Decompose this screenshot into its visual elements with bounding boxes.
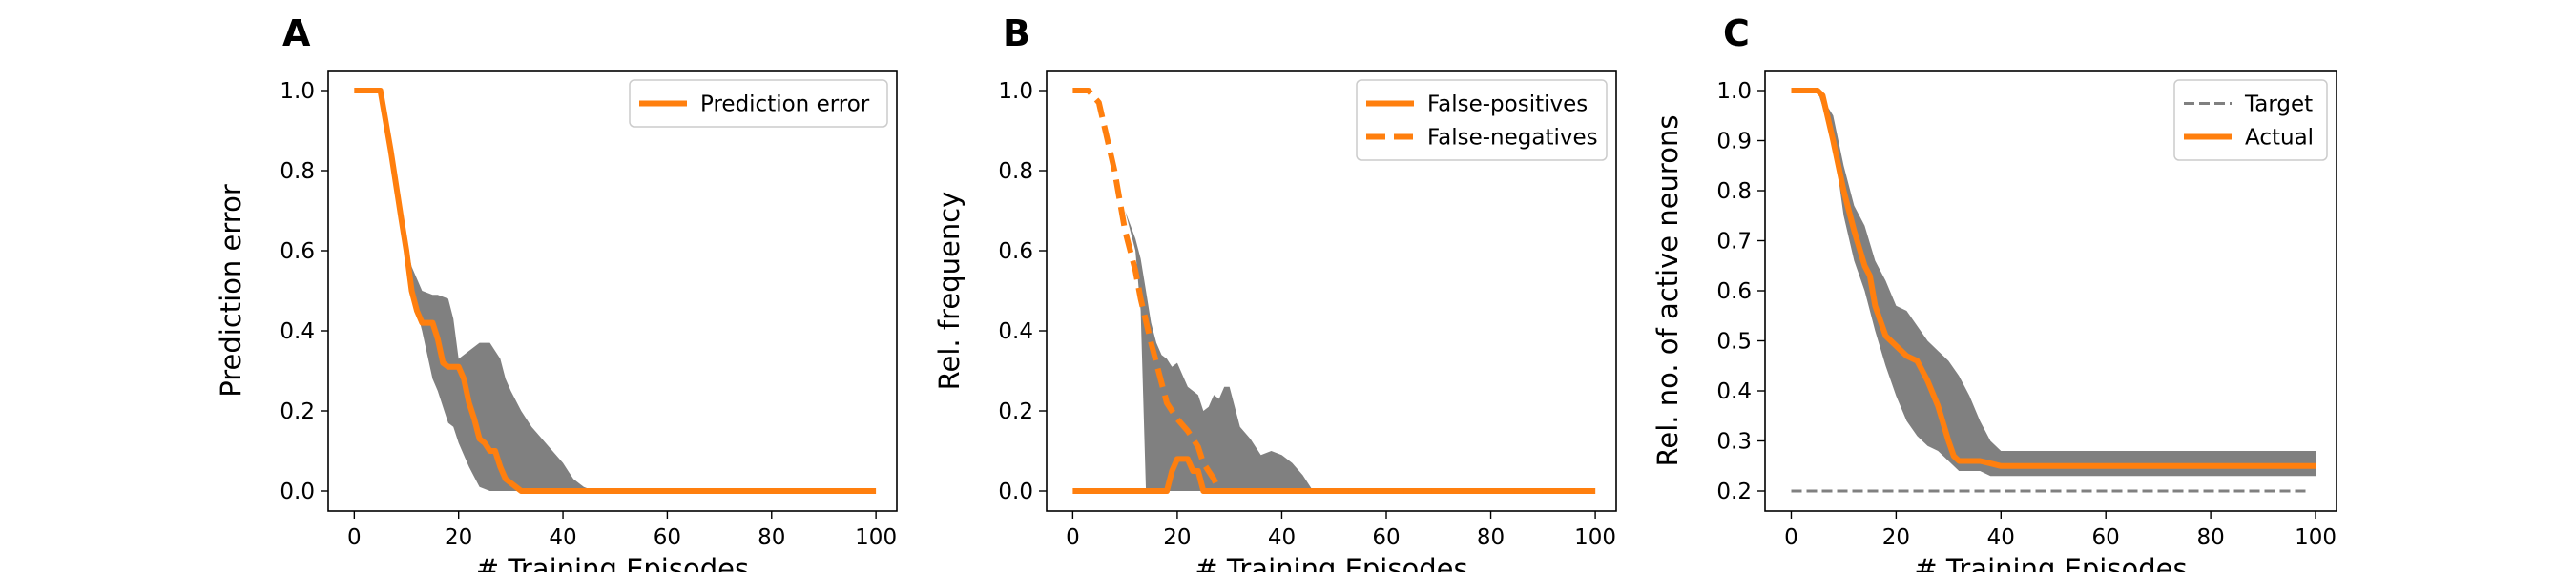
y-axis-label: Rel. frequency bbox=[933, 192, 966, 391]
y-tick-label: 0.4 bbox=[280, 319, 315, 344]
y-tick-label: 0.6 bbox=[280, 239, 315, 264]
legend: False-positives False-negatives bbox=[1356, 79, 1608, 161]
y-tick-label: 0.6 bbox=[1716, 279, 1752, 304]
x-tick-label: 20 bbox=[1163, 525, 1191, 550]
y-tick-label: 0.0 bbox=[998, 480, 1033, 504]
x-tick-label: 20 bbox=[1882, 525, 1910, 550]
legend-label: False-negatives bbox=[1427, 126, 1598, 151]
x-axis-label: # Training Episodes bbox=[1195, 553, 1467, 572]
y-tick-label: 0.2 bbox=[998, 399, 1033, 424]
series-line-prediction-error bbox=[354, 88, 877, 494]
y-tick-label: 1.0 bbox=[280, 79, 315, 104]
series-line-actual bbox=[1791, 88, 2316, 469]
y-tick-label: 0.3 bbox=[1716, 430, 1752, 455]
y-tick-label: 0.7 bbox=[1716, 230, 1752, 255]
plot-area bbox=[1072, 88, 1596, 494]
y-tick-label: 0.4 bbox=[1716, 379, 1752, 404]
y-tick-label: 1.0 bbox=[1716, 79, 1752, 104]
x-tick-label: 100 bbox=[855, 525, 897, 550]
x-tick-label: 60 bbox=[654, 525, 681, 550]
x-tick-label: 80 bbox=[2196, 525, 2224, 550]
series-line-false-negatives bbox=[1072, 88, 1596, 494]
variability-band bbox=[1791, 91, 2316, 477]
series-line-false-positives bbox=[1072, 456, 1596, 494]
x-tick-label: 0 bbox=[1784, 525, 1798, 550]
y-tick-label: 0.8 bbox=[1716, 179, 1752, 204]
y-tick-label: 0.2 bbox=[1716, 480, 1752, 504]
x-tick-label: 40 bbox=[1987, 525, 2015, 550]
plot-area bbox=[1791, 88, 2316, 493]
x-tick-label: 40 bbox=[1268, 525, 1296, 550]
y-tick-label: 0.9 bbox=[1716, 130, 1752, 154]
legend: Prediction error bbox=[629, 79, 888, 128]
x-axis-label: # Training Episodes bbox=[1914, 553, 2187, 572]
chart-panel-b: B 0 20 40 60 80 100 0.0 0.2 0.4 0.6 0.8 1.0 # Trainin… bbox=[933, 12, 1617, 572]
axes-frame bbox=[327, 70, 898, 512]
y-axis-label: Rel. no. of active neurons bbox=[1652, 115, 1684, 467]
y-tick-label: 0.8 bbox=[280, 159, 315, 184]
x-tick-label: 0 bbox=[1066, 525, 1080, 550]
x-tick-label: 80 bbox=[1477, 525, 1505, 550]
x-tick-label: 100 bbox=[2295, 525, 2337, 550]
x-tick-label: 80 bbox=[758, 525, 785, 550]
legend-label: Actual bbox=[2245, 126, 2314, 151]
legend-label: False-positives bbox=[1427, 92, 1588, 117]
y-tick-label: 0.6 bbox=[998, 239, 1033, 264]
y-tick-label: 0.0 bbox=[280, 480, 315, 504]
legend: Target Actual bbox=[2173, 79, 2328, 161]
x-tick-label: 60 bbox=[2092, 525, 2120, 550]
chart-panel-a: A 0 20 40 60 80 100 0.0 0.2 0.4 0.6 0.8 1.0 # Trainin… bbox=[215, 12, 898, 572]
x-tick-label: 100 bbox=[1574, 525, 1616, 550]
axes-frame bbox=[1046, 70, 1617, 512]
legend-box bbox=[629, 79, 888, 128]
y-tick-label: 0.5 bbox=[1716, 330, 1752, 355]
x-axis-label: # Training Episodes bbox=[476, 553, 749, 572]
legend-box bbox=[1356, 79, 1608, 161]
x-tick-label: 20 bbox=[445, 525, 472, 550]
legend-label: Prediction error bbox=[700, 92, 870, 117]
y-tick-label: 0.4 bbox=[998, 319, 1033, 344]
panel-letter: B bbox=[1003, 12, 1030, 54]
plot-area bbox=[354, 88, 877, 494]
y-tick-label: 0.2 bbox=[280, 399, 315, 424]
x-tick-label: 40 bbox=[549, 525, 576, 550]
chart-panel-c: C 0 20 40 60 80 100 0.2 0.3 0.4 0.5 0.6 0.7 0.8 0.9 1.0… bbox=[1652, 12, 2337, 572]
x-tick-label: 60 bbox=[1372, 525, 1400, 550]
panel-letter: A bbox=[282, 12, 311, 54]
legend-box bbox=[2173, 79, 2328, 161]
y-tick-label: 0.8 bbox=[998, 159, 1033, 184]
y-axis-label: Prediction error bbox=[215, 184, 247, 398]
x-tick-label: 0 bbox=[347, 525, 362, 550]
legend-label: Target bbox=[2244, 92, 2313, 117]
y-tick-label: 1.0 bbox=[998, 79, 1033, 104]
panel-letter: C bbox=[1723, 12, 1750, 54]
variability-band bbox=[354, 91, 877, 491]
